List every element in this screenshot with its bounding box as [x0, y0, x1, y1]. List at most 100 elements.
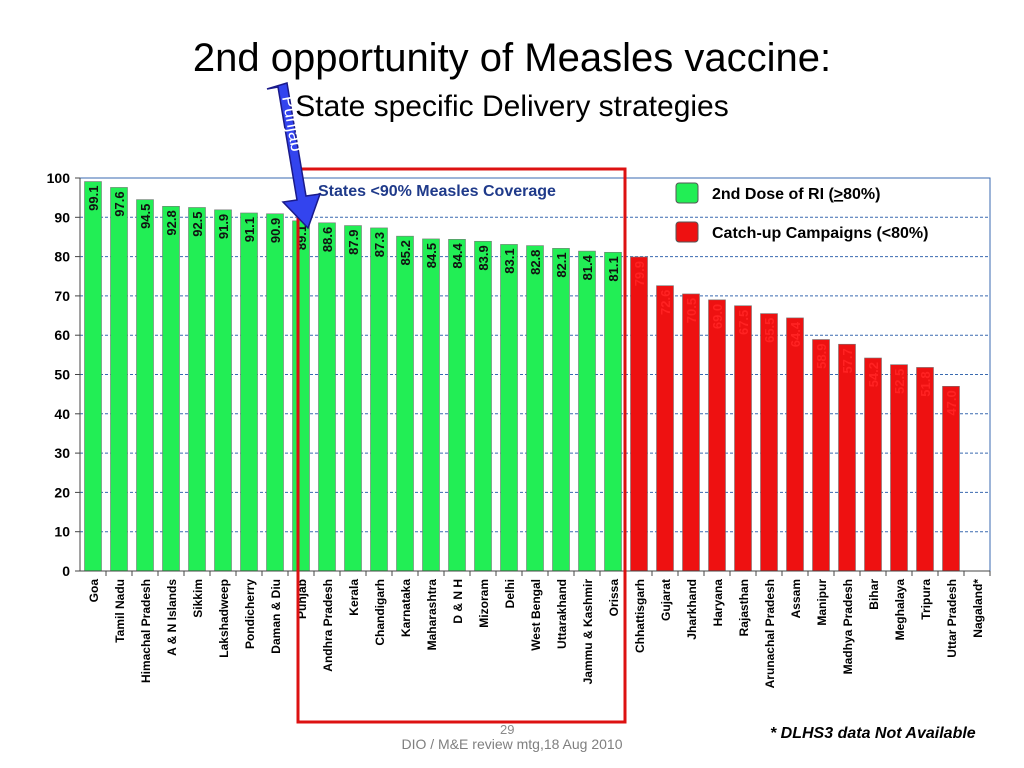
bar: [500, 244, 518, 572]
value-label: 94.5: [138, 204, 153, 229]
value-label: 52.5: [892, 369, 907, 394]
value-labels: 99.1 97.6 94.5 92.8 92.5 91.9 91.1 90.9 89.1 88.6…: [86, 186, 959, 416]
x-tick-label: Daman & Diu: [269, 579, 283, 654]
bar: [630, 256, 648, 572]
bar: [162, 205, 180, 572]
value-label: 64.4: [788, 321, 803, 347]
x-tick-label: Tripura: [919, 579, 933, 620]
value-label: 97.6: [112, 191, 127, 216]
axes: 0 10 20 30 40 50 60 70 80 90 100 Goa Tamil Nadu Himac…: [47, 170, 991, 688]
x-tick-label: Sikkim: [191, 579, 205, 618]
footnote: * DLHS3 data Not Available: [770, 725, 976, 742]
x-tick-label: Chhattisgarh: [633, 579, 647, 653]
bar: [864, 357, 882, 572]
x-tick-label: Maharashtra: [425, 579, 439, 651]
bar: [318, 222, 336, 572]
y-tick-label: 90: [54, 209, 70, 225]
x-tick-label: Meghalaya: [893, 579, 907, 641]
legend-label-catchup: Catch-up Campaigns (<80%): [712, 225, 928, 242]
bar: [838, 343, 856, 572]
value-label: 89.1: [294, 225, 309, 250]
value-label: 82.1: [554, 252, 569, 277]
value-label: 54.2: [866, 362, 881, 387]
value-label: 81.4: [580, 254, 595, 280]
bar: [214, 209, 232, 572]
x-tick-label: Tamil Nadu: [113, 579, 127, 643]
bar: [682, 293, 700, 572]
y-tick-label: 60: [54, 327, 70, 343]
value-label: 90.9: [268, 218, 283, 243]
y-tick-label: 50: [54, 367, 70, 383]
value-label: 82.8: [528, 250, 543, 275]
x-tick-label: Uttarakhand: [555, 579, 569, 649]
value-label: 92.8: [164, 210, 179, 235]
legend-label-ri: 2nd Dose of RI (>80%): [712, 186, 880, 203]
bar: [604, 251, 622, 572]
value-label: 85.2: [398, 240, 413, 265]
y-tick-label: 30: [54, 445, 70, 461]
x-tick-label: Lakshadweep: [217, 579, 231, 658]
legend-swatch-green: [675, 182, 699, 204]
x-tick-label: Delhi: [503, 579, 517, 608]
y-tick-label: 10: [54, 524, 70, 540]
bar: [396, 235, 414, 572]
bar: [708, 299, 726, 572]
value-label: 81.1: [606, 256, 621, 281]
value-label: 79.9: [632, 261, 647, 286]
x-tick-label: Haryana: [711, 579, 725, 627]
slide-number: 29: [500, 722, 515, 737]
value-label: 67.5: [736, 310, 751, 335]
value-label: 51.8: [918, 371, 933, 396]
value-label: 58.9: [814, 344, 829, 369]
x-tick-label: Assam: [789, 579, 803, 618]
x-tick-label: Uttar Pradesh: [945, 579, 959, 658]
bar: [474, 240, 492, 572]
y-tick-label: 70: [54, 288, 70, 304]
highlight-box-label: States <90% Measles Coverage: [318, 183, 556, 200]
bar: [526, 245, 544, 572]
bar: [136, 199, 154, 572]
slide-footer: DIO / M&E review mtg,18 Aug 2010: [401, 736, 623, 752]
slide-title: 2nd opportunity of Measles vaccine:: [192, 36, 832, 80]
bar: [552, 248, 570, 572]
x-tick-label: Himachal Pradesh: [139, 579, 153, 683]
bar: [344, 225, 362, 572]
bar: [734, 305, 752, 572]
y-tick-label: 40: [54, 406, 70, 422]
bar: [240, 212, 258, 572]
value-label: 47.0: [944, 390, 959, 415]
x-tick-label: Chandigarh: [373, 579, 387, 646]
x-tick-label: Rajasthan: [737, 579, 751, 636]
value-label: 91.1: [242, 217, 257, 242]
y-tick-label: 80: [54, 249, 70, 265]
bar: [578, 250, 596, 572]
value-label: 83.9: [476, 245, 491, 270]
slide-subtitle: State specific Delivery strategies: [295, 90, 729, 123]
value-label: 88.6: [320, 227, 335, 252]
value-label: 70.5: [684, 298, 699, 323]
bar: [292, 220, 310, 572]
bar: [370, 227, 388, 572]
value-label: 69.0: [710, 304, 725, 329]
bar: [916, 367, 934, 572]
value-label: 92.5: [190, 211, 205, 236]
x-tick-label: Kerala: [347, 579, 361, 616]
x-tick-label: Nagaland*: [971, 579, 985, 638]
punjab-arrow-shape: [266, 82, 322, 230]
x-tick-label: Pondicherry: [243, 579, 257, 649]
x-tick-label: Manipur: [815, 579, 829, 626]
x-tick-label: D & N H: [451, 579, 465, 624]
bar: [656, 285, 674, 572]
bar: [110, 187, 128, 572]
value-label: 72.6: [658, 290, 673, 315]
value-label: 91.9: [216, 214, 231, 239]
bar: [890, 364, 908, 572]
bar: [266, 213, 284, 572]
bar: [188, 207, 206, 572]
y-tick-label: 20: [54, 484, 70, 500]
bar: [448, 239, 466, 572]
x-tick-label: Karnataka: [399, 579, 413, 637]
x-tick-label: Mizoram: [477, 579, 491, 628]
x-tick-label: Jammu & Kashmir: [581, 579, 595, 685]
